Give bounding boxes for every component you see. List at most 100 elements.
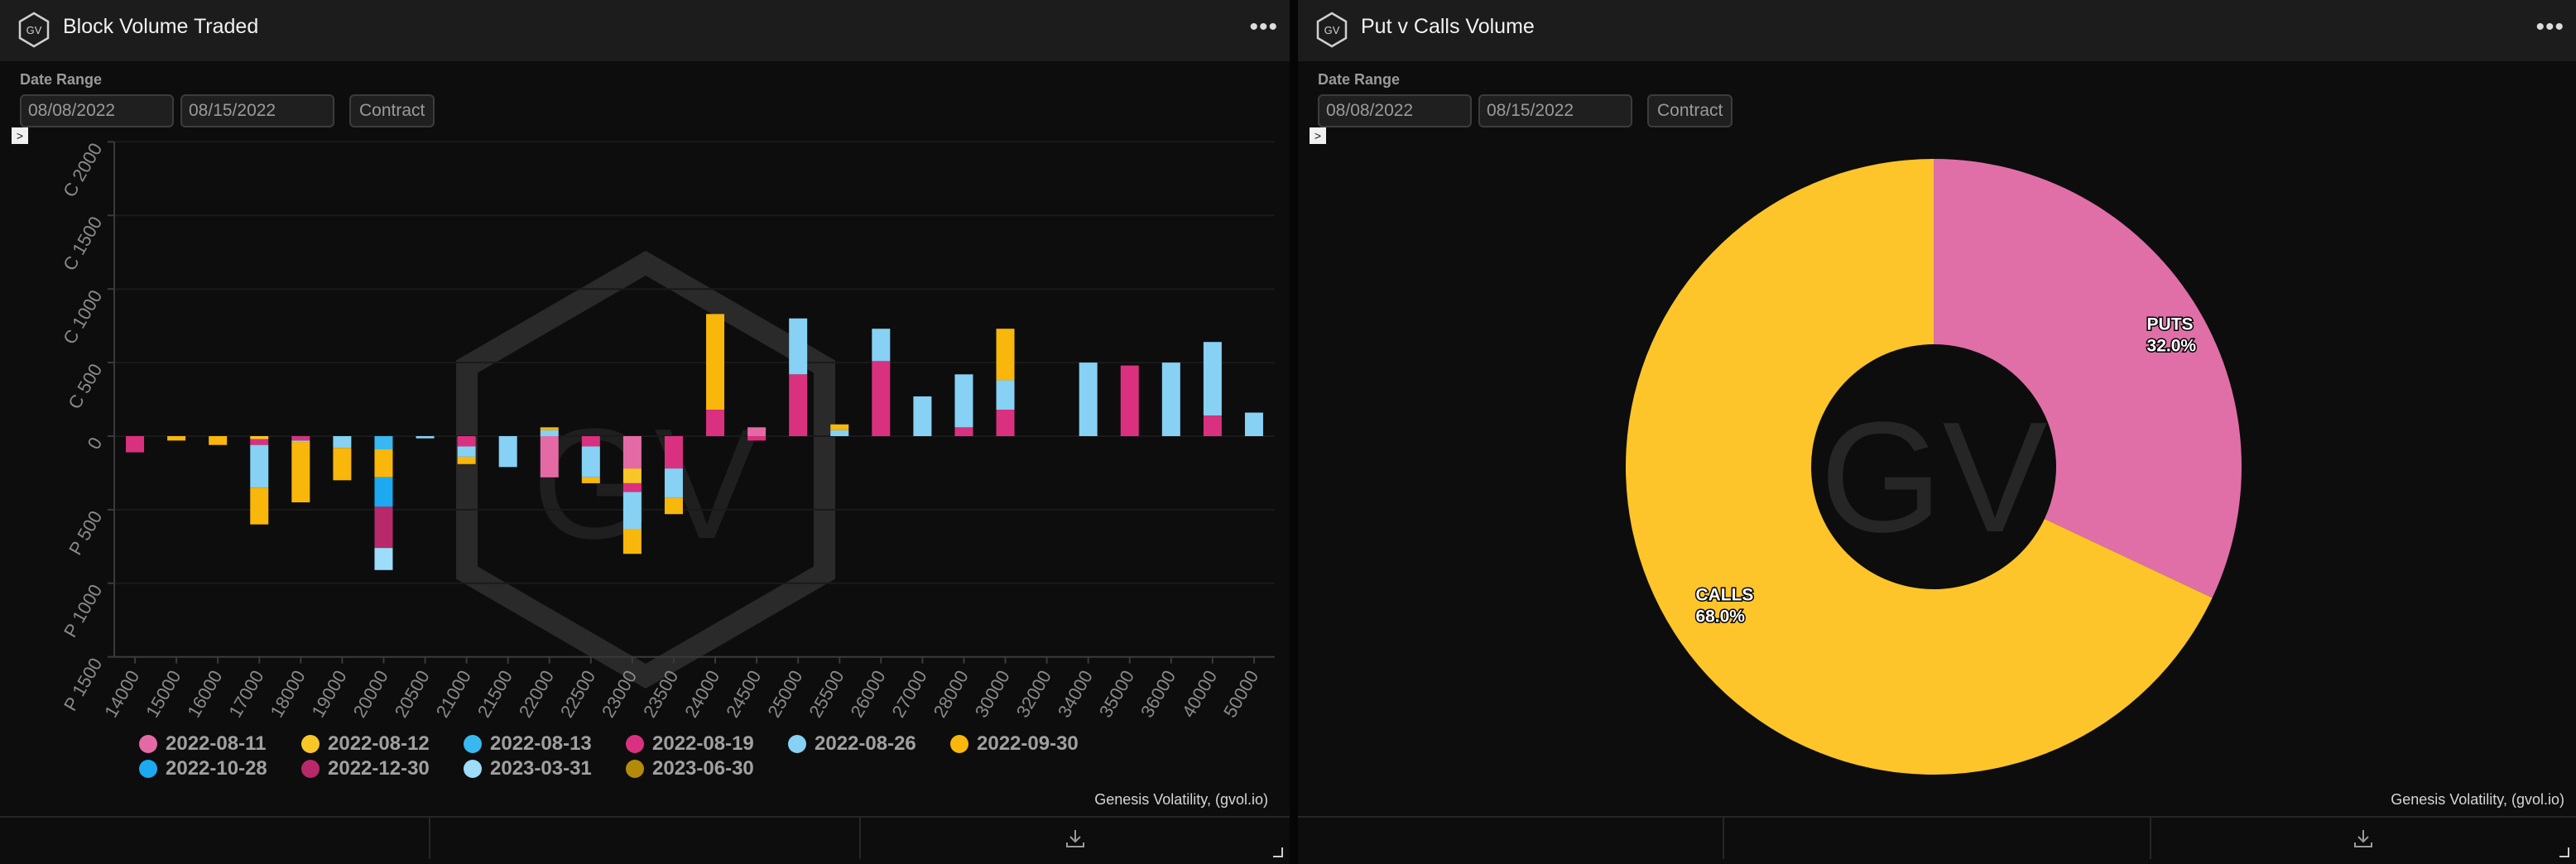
legend-item[interactable]: 2022-08-26 (788, 732, 916, 756)
end-date-input[interactable] (180, 94, 334, 127)
bar-segment[interactable] (996, 329, 1015, 381)
legend-item[interactable]: 2022-08-12 (301, 732, 430, 756)
bar-segment[interactable] (581, 436, 600, 447)
bar-segment[interactable] (664, 468, 683, 498)
bar-segment[interactable] (291, 442, 310, 503)
bar-segment[interactable] (1203, 415, 1222, 436)
legend-swatch (301, 735, 320, 753)
x-tick-label: 16000 (183, 667, 226, 721)
legend-swatch (626, 760, 644, 778)
bar-segment[interactable] (1203, 342, 1222, 416)
bar-segment[interactable] (1120, 365, 1139, 436)
bar-segment[interactable] (333, 436, 352, 449)
footer-cell (430, 818, 861, 859)
donut-slice[interactable] (1934, 159, 2242, 598)
bar-segment[interactable] (374, 506, 393, 549)
bar-segment[interactable] (664, 497, 683, 515)
bar-segment[interactable] (996, 409, 1015, 436)
bar-segment[interactable] (1079, 362, 1098, 436)
watermark-text: GV (1820, 390, 2048, 565)
bar-segment[interactable] (622, 529, 642, 554)
bar-segment[interactable] (209, 436, 228, 445)
legend-item[interactable]: 2023-06-30 (626, 757, 754, 780)
legend-item[interactable]: 2022-09-30 (950, 732, 1079, 756)
bar-segment[interactable] (167, 436, 186, 441)
bar-segment[interactable] (457, 436, 476, 447)
expand-toggle[interactable]: > (1310, 127, 1326, 144)
bar-segment[interactable] (250, 444, 269, 488)
bar-segment[interactable] (789, 374, 808, 436)
bar-segment[interactable] (830, 424, 849, 430)
bar-segment[interactable] (747, 427, 767, 436)
bar-segment[interactable] (457, 456, 476, 464)
legend-item[interactable]: 2022-08-19 (626, 732, 754, 756)
legend-item[interactable]: 2022-08-11 (139, 732, 266, 756)
slice-percent: 32.0% (2147, 337, 2197, 356)
bar-segment[interactable] (291, 436, 310, 441)
legend-item[interactable]: 2022-08-13 (464, 732, 592, 756)
bar-segment[interactable] (581, 446, 600, 478)
bar-segment[interactable] (706, 314, 725, 410)
bar-segment[interactable] (540, 436, 559, 478)
bar-segment[interactable] (374, 436, 393, 450)
bar-segment[interactable] (789, 318, 808, 375)
bar-segment[interactable] (126, 436, 145, 453)
footer-cell (861, 818, 1290, 859)
bar-segment[interactable] (333, 448, 352, 481)
bar-segment[interactable] (622, 492, 642, 530)
download-icon[interactable] (2353, 828, 2374, 849)
bar-segment[interactable] (540, 427, 559, 430)
svg-text:GV: GV (26, 24, 42, 36)
contract-button[interactable]: Contract (349, 94, 435, 127)
gv-logo-icon: GV (18, 12, 50, 48)
end-date-input[interactable] (1478, 94, 1632, 127)
y-tick-label: P 1500 (60, 655, 106, 715)
start-date-input[interactable] (20, 94, 174, 127)
download-icon[interactable] (1065, 828, 1086, 849)
bar-segment[interactable] (622, 436, 642, 469)
bar-segment[interactable] (581, 477, 600, 483)
donut-slice[interactable] (1626, 159, 2213, 775)
bar-segment[interactable] (374, 449, 393, 478)
start-date-input[interactable] (1318, 94, 1472, 127)
bar-segment[interactable] (374, 548, 393, 570)
legend-swatch (139, 735, 157, 753)
bar-segment[interactable] (747, 436, 767, 441)
bar-segment[interactable] (416, 436, 435, 439)
x-tick-label: 17000 (224, 667, 267, 721)
bar-segment[interactable] (622, 468, 642, 483)
bar-segment[interactable] (374, 477, 393, 507)
bar-segment[interactable] (664, 436, 683, 469)
bar-segment[interactable] (1244, 412, 1263, 436)
more-horizontal-icon[interactable]: ••• (1249, 13, 1278, 41)
resize-handle-icon[interactable] (2558, 846, 2569, 857)
bar-segment[interactable] (622, 482, 642, 492)
legend-item[interactable]: 2023-03-31 (464, 757, 592, 780)
x-tick-label: 28000 (930, 667, 973, 721)
bar-segment[interactable] (872, 361, 891, 436)
bar-segment[interactable] (540, 430, 559, 436)
bar-segment[interactable] (250, 487, 269, 525)
legend-label: 2022-10-28 (166, 757, 267, 780)
bar-segment[interactable] (1161, 362, 1180, 436)
bar-segment[interactable] (291, 440, 310, 443)
bar-segment[interactable] (913, 396, 932, 436)
x-tick-label: 18000 (266, 667, 309, 721)
resize-handle-icon[interactable] (1271, 846, 1283, 857)
bar-segment[interactable] (706, 409, 725, 436)
bar-segment[interactable] (954, 374, 973, 428)
bar-segment[interactable] (872, 329, 891, 362)
more-horizontal-icon[interactable]: ••• (2535, 13, 2564, 41)
bar-segment[interactable] (457, 446, 476, 457)
bar-segment[interactable] (954, 427, 973, 436)
bar-segment[interactable] (498, 436, 517, 468)
expand-toggle[interactable]: > (12, 127, 28, 144)
bar-segment[interactable] (830, 430, 849, 436)
legend-swatch (464, 735, 482, 753)
contract-button[interactable]: Contract (1647, 94, 1733, 127)
legend-item[interactable]: 2022-12-30 (301, 757, 430, 780)
bar-segment[interactable] (250, 436, 269, 439)
bar-segment[interactable] (996, 380, 1015, 410)
bar-segment[interactable] (250, 439, 269, 445)
legend-item[interactable]: 2022-10-28 (139, 757, 267, 780)
